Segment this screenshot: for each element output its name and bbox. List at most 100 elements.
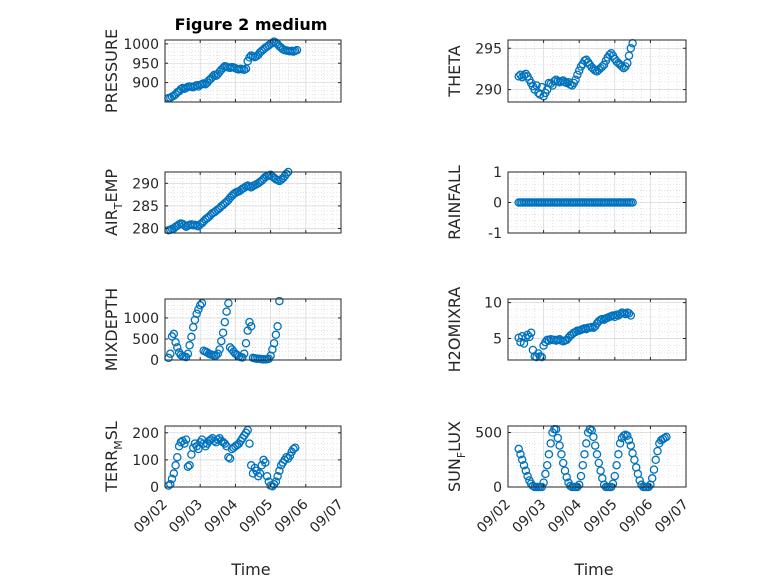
data-point <box>171 461 180 470</box>
data-point <box>169 329 179 339</box>
axes-frame <box>507 39 687 103</box>
data-point <box>519 71 529 80</box>
y-tick-label: 1000 <box>123 37 159 53</box>
data-point <box>289 444 298 454</box>
data-point <box>215 345 224 354</box>
data-point <box>255 469 265 478</box>
data-point <box>261 458 270 467</box>
data-point <box>268 38 277 47</box>
data-point <box>590 441 600 450</box>
data-point <box>649 465 659 474</box>
y-tick-label: 200 <box>132 426 159 442</box>
x-tick-label: 09/05 <box>237 497 277 537</box>
x-tick-label: 09/04 <box>545 496 585 536</box>
data-point <box>194 305 203 314</box>
data-point <box>245 317 254 327</box>
data-point <box>594 458 604 468</box>
data-point <box>592 450 602 459</box>
y-tick-label: 0 <box>493 196 502 212</box>
y-tick-label: 290 <box>475 83 502 99</box>
data-point <box>562 472 571 482</box>
data-point <box>180 439 189 448</box>
data-point <box>246 322 256 331</box>
data-point <box>573 70 582 79</box>
axes-frame <box>507 298 687 361</box>
y-tick-label: 285 <box>132 199 159 215</box>
data-point <box>574 480 584 490</box>
data-point <box>224 452 233 462</box>
y-tick-label: 0 <box>150 480 159 496</box>
data-point <box>271 330 281 340</box>
y-tick-label: 500 <box>132 332 159 348</box>
data-point <box>660 433 669 443</box>
data-point <box>596 466 605 475</box>
y-tick-label: 950 <box>132 56 159 72</box>
y-tick-label: 280 <box>132 221 159 237</box>
data-point <box>514 444 523 454</box>
data-point <box>526 328 536 337</box>
data-point <box>521 466 531 475</box>
axes-frame <box>164 298 342 361</box>
y-axis-label: THETA <box>445 45 464 97</box>
data-point <box>282 169 291 179</box>
data-point <box>220 317 230 327</box>
y-tick-label: 900 <box>132 76 159 92</box>
y-tick-label: 290 <box>132 176 159 192</box>
data-point <box>582 439 591 448</box>
data-point <box>574 66 584 75</box>
data-point <box>166 349 175 358</box>
x-axis-label-right: Time <box>573 560 613 579</box>
data-point <box>167 474 177 484</box>
subplot-rainfall: -1 0 1 RAINFALL <box>445 165 687 242</box>
data-point <box>290 443 300 452</box>
data-point <box>262 471 272 481</box>
data-point <box>245 439 254 448</box>
data-point <box>213 349 223 358</box>
data-point <box>651 455 660 465</box>
y-tick-label: -1 <box>488 226 502 242</box>
data-point <box>537 352 547 362</box>
y-axis-label: TERRMSL <box>102 421 125 493</box>
y-axis-label: H2OMIXRA <box>445 287 464 373</box>
data-point <box>285 451 295 461</box>
data-point <box>169 469 179 478</box>
data-point <box>525 332 534 342</box>
data-point <box>225 454 235 463</box>
subplot-terr-msl: 0 100 200 TERRMSL 09/0209/0309/0409/0509/060… <box>102 421 347 536</box>
data-point <box>610 471 620 481</box>
data-point <box>222 307 231 316</box>
data-point <box>626 311 636 320</box>
data-point <box>546 439 555 448</box>
data-point <box>599 60 609 70</box>
data-point <box>173 452 182 462</box>
data-point <box>662 432 671 442</box>
data-point <box>612 460 621 470</box>
data-point <box>624 435 634 445</box>
x-tick-label: 09/07 <box>307 497 347 537</box>
x-axis-label-left: Time <box>230 560 270 579</box>
x-tick-label: 09/02 <box>131 497 171 537</box>
subplot-sun-flux: 0 500 SUNFLUX 09/0209/0309/0409/0509/0609/0… <box>445 421 692 536</box>
data-point <box>197 298 207 308</box>
data-point <box>519 460 529 470</box>
data-point <box>239 65 249 75</box>
x-tick-label: 09/03 <box>510 497 550 537</box>
data-point <box>542 460 552 470</box>
subplot-theta: 290 295 THETA <box>445 39 687 103</box>
data-point <box>166 480 175 489</box>
data-point <box>571 75 580 84</box>
data-point <box>192 309 201 318</box>
data-point <box>619 431 628 441</box>
data-point <box>217 336 226 346</box>
data-point <box>558 458 568 468</box>
data-point <box>647 474 657 483</box>
data-point <box>544 450 554 459</box>
data-point <box>273 322 282 331</box>
data-point <box>555 441 564 450</box>
data-point <box>187 332 196 342</box>
data-point <box>578 460 588 470</box>
data-point <box>621 309 630 319</box>
data-point <box>173 343 182 352</box>
y-axis-label: AIRTEMP <box>102 169 125 236</box>
